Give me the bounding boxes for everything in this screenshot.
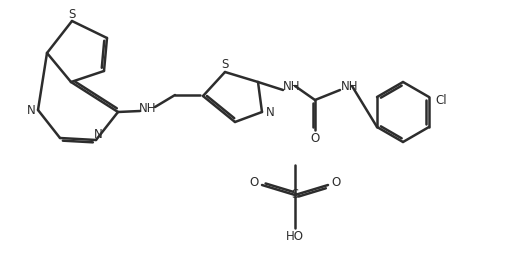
Text: N: N [93,128,102,142]
Text: N: N [26,104,35,116]
Text: NH: NH [139,102,157,115]
Text: O: O [332,176,341,188]
Text: Cl: Cl [435,94,447,106]
Text: S: S [221,59,229,71]
Text: HO: HO [286,231,304,243]
Text: S: S [291,188,299,201]
Text: NH: NH [283,79,301,93]
Text: O: O [249,176,259,188]
Text: N: N [266,106,275,118]
Text: S: S [68,7,76,21]
Text: NH: NH [341,79,359,93]
Text: O: O [310,132,319,144]
